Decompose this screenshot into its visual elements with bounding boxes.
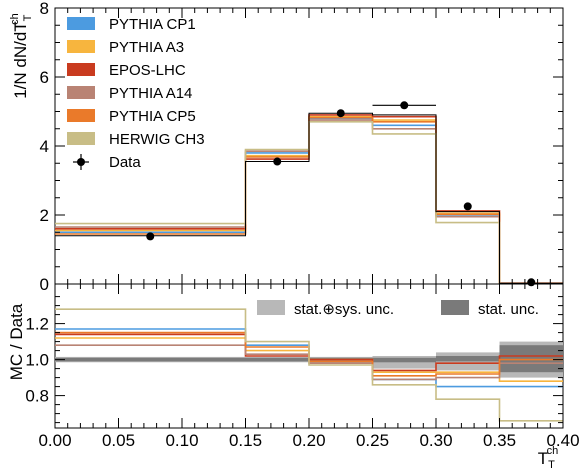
top-legend: PYTHIA CP1 PYTHIA A3 EPOS-LHC PYTHIA A14 PYT… [67, 16, 205, 171]
top-ylabel-sup: ch [9, 13, 21, 25]
legend-label-pythia-cp1: PYTHIA CP1 [109, 16, 196, 33]
top-ytick-label: 8 [40, 0, 49, 18]
bottom-xtick-label: 0.05 [102, 431, 135, 450]
x-axis-label-sup: ch [547, 445, 559, 457]
legend-label-epos-lhc: EPOS-LHC [109, 62, 186, 79]
legend-label-pythia-a14: PYTHIA A14 [109, 85, 192, 102]
ratio-legend-swatch-0 [257, 300, 285, 315]
ratio-legend: stat.⊕sys. unc. stat. unc. [257, 300, 539, 318]
ratio-panel: 0.8 1.0 1.2 0.00 0.05 0.10 0.15 0.20 0.25 0.30 0.… [7, 283, 580, 469]
legend-swatch-herwig-ch3 [67, 132, 95, 145]
top-ytick-label: 2 [40, 206, 49, 225]
top-ytick-label: 0 [40, 275, 49, 294]
ratio-legend-swatch-1 [441, 300, 469, 315]
data-point [527, 278, 536, 287]
band-stat-unc [245, 357, 309, 362]
legend-label-pythia-cp5: PYTHIA CP5 [109, 108, 196, 125]
top-ylabel: 1/N dN/dTTch [9, 13, 34, 99]
bottom-ytick-label: 0.8 [25, 387, 49, 406]
data-point [273, 157, 282, 166]
legend-swatch-pythia-a3 [67, 40, 95, 53]
top-ylabel-sub: T [22, 14, 34, 21]
band-stat-unc [499, 345, 563, 373]
ratio-legend-label-1: stat. unc. [478, 301, 539, 318]
legend-label-herwig-ch3: HERWIG CH3 [109, 131, 205, 148]
legend-label-data: Data [109, 154, 141, 171]
x-axis-label-sub: T [548, 459, 555, 469]
ratio-line-herwig-ch3 [55, 308, 563, 422]
legend-swatch-pythia-cp1 [67, 17, 95, 30]
bottom-ytick-label: 1.2 [25, 315, 49, 334]
bottom-xtick-label: 0.30 [419, 431, 452, 450]
band-stat-unc [372, 357, 436, 363]
ratio-legend-label-0: stat.⊕sys. unc. [294, 301, 394, 318]
x-axis-label: TTch [538, 445, 559, 469]
bottom-xtick-label: 0.40 [546, 431, 579, 450]
bottom-xtick-label: 0.15 [229, 431, 262, 450]
legend-label-pythia-a3: PYTHIA A3 [109, 39, 184, 56]
legend-swatch-pythia-cp5 [67, 109, 95, 122]
distribution-panel: 0 2 4 6 8 1/N dN/dTTch PYTHIA CP1 PYTHIA A3 EP… [9, 0, 564, 294]
top-ylabel-main: 1/N dN/dT [11, 21, 30, 98]
data-point [146, 232, 155, 241]
bottom-xtick-label: 0.00 [38, 431, 71, 450]
bottom-xtick-label: 0.35 [483, 431, 516, 450]
data-point [336, 109, 345, 118]
bottom-xtick-label: 0.20 [292, 431, 325, 450]
band-stat-unc [436, 356, 500, 362]
legend-data-marker [77, 158, 85, 166]
x-axis-label-main: T [538, 449, 548, 468]
bottom-ylabel: MC / Data [7, 303, 26, 380]
bottom-ytick-label: 1.0 [25, 351, 49, 370]
legend-swatch-pythia-a14 [67, 86, 95, 99]
top-ytick-label: 6 [40, 68, 49, 87]
data-point [463, 202, 472, 211]
top-ytick-label: 4 [40, 137, 49, 156]
bottom-xtick-label: 0.10 [165, 431, 198, 450]
band-stat-unc [55, 357, 246, 362]
legend-swatch-epos-lhc [67, 63, 95, 76]
data-point [400, 101, 409, 110]
series-line-black-reference [55, 112, 563, 284]
bottom-xtick-label: 0.25 [356, 431, 389, 450]
